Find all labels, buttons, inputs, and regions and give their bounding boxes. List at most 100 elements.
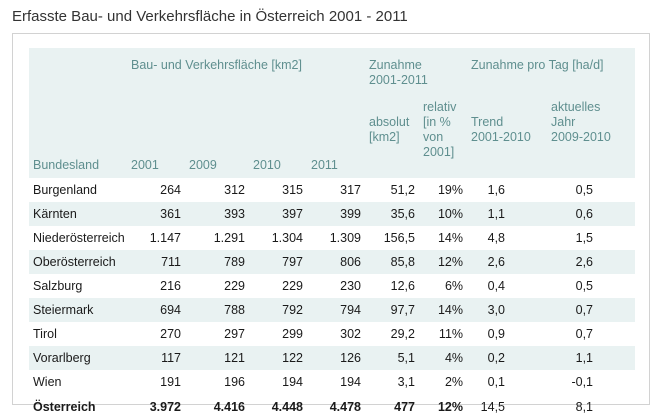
table-row: Niederösterreich 1.147 1.291 1.304 1.309…: [29, 226, 635, 250]
header-col-2009: 2009: [185, 96, 249, 178]
header-col-2011: 2011: [307, 96, 365, 178]
cell-trend: 0,9: [487, 327, 506, 341]
cell-absolute: 3,1: [397, 375, 415, 389]
cell-current: 8,1: [575, 400, 594, 414]
cell-current: -0,1: [571, 375, 594, 389]
cell-2001: 694: [127, 298, 185, 322]
cell-2011: 126: [307, 346, 365, 370]
cell-state: Niederösterreich: [33, 231, 125, 245]
header-state-spacer: [29, 48, 127, 96]
cell-absolute: 29,2: [390, 327, 415, 341]
header-col-absolute: absolut [km2]: [365, 96, 419, 178]
cell-2009: 121: [185, 346, 249, 370]
cell-2001: 191: [160, 375, 181, 389]
cell-2010: 194: [282, 375, 303, 389]
table-row-total: Österreich 3.972 4.416 4.448 4.478 477 1…: [29, 394, 635, 420]
cell-state: Wien: [33, 375, 62, 389]
cell-absolute: 85,8: [365, 250, 419, 274]
table-frame: Bau- und Verkehrsfläche [km2] Zunahme 20…: [12, 33, 650, 414]
table-row: Burgenland 264 312 315 317 51,2 19% 1,6 …: [29, 178, 635, 202]
cell-absolute: 35,6: [365, 202, 419, 226]
cell-2010: 397: [249, 202, 307, 226]
table-header: Bau- und Verkehrsfläche [km2] Zunahme 20…: [29, 48, 636, 178]
cell-2011: 794: [307, 298, 365, 322]
cell-absolute: 12,6: [390, 279, 415, 293]
header-group-increase: Zunahme 2001-2011: [365, 48, 468, 96]
cell-trend: 2,6: [467, 250, 548, 274]
cell-2009: 297: [224, 327, 245, 341]
cell-state: Österreich: [33, 400, 96, 414]
cell-current: 1,5: [575, 231, 594, 245]
cell-2001: 361: [127, 202, 185, 226]
cell-2011: 230: [340, 279, 361, 293]
cell-trend: 4,8: [487, 231, 506, 245]
cell-2011: 806: [307, 250, 365, 274]
cell-relative: 4%: [419, 346, 468, 370]
cell-trend: 1,6: [487, 183, 506, 197]
cell-trend: 0,2: [467, 346, 548, 370]
cell-2010: 792: [249, 298, 307, 322]
cell-2001: 711: [127, 250, 185, 274]
cell-2011: 194: [340, 375, 361, 389]
cell-state: Steiermark: [29, 298, 127, 322]
cell-2009: 4.416: [213, 400, 245, 414]
cell-trend: 1,1: [467, 202, 548, 226]
cell-state: Burgenland: [33, 183, 97, 197]
cell-2010: 315: [282, 183, 303, 197]
cell-absolute: 51,2: [390, 183, 415, 197]
cell-current: 0,6: [547, 202, 636, 226]
table-row: Tirol 270 297 299 302 29,2 11% 0,9 0,7: [29, 322, 635, 346]
cell-2011: 302: [340, 327, 361, 341]
table-row: Oberösterreich 711 789 797 806 85,8 12% …: [29, 250, 636, 274]
cell-relative: 10%: [419, 202, 468, 226]
cell-2009: 196: [224, 375, 245, 389]
header-col-trend: Trend 2001-2010: [467, 96, 548, 178]
cell-2001: 1.147: [149, 231, 181, 245]
header-col-relative: relativ [in % von 2001]: [419, 96, 468, 178]
cell-trend: 14,5: [480, 400, 506, 414]
cell-2011: 4.478: [329, 400, 361, 414]
cell-2001: 3.972: [149, 400, 181, 414]
cell-2001: 270: [160, 327, 181, 341]
cell-2010: 229: [282, 279, 303, 293]
cell-2009: 229: [224, 279, 245, 293]
cell-current: 1,1: [547, 346, 636, 370]
cell-current: 0,5: [575, 183, 594, 197]
cell-state: Oberösterreich: [29, 250, 127, 274]
page-title: Erfasste Bau- und Verkehrsfläche in Öste…: [12, 8, 408, 25]
cell-2009: 393: [185, 202, 249, 226]
table-row: Vorarlberg 117 121 122 126 5,1 4% 0,2 1,…: [29, 346, 636, 370]
cell-2010: 797: [249, 250, 307, 274]
table-row: Steiermark 694 788 792 794 97,7 14% 3,0 …: [29, 298, 636, 322]
cell-relative: 12%: [419, 250, 468, 274]
cell-absolute: 5,1: [365, 346, 419, 370]
table-row: Kärnten 361 393 397 399 35,6 10% 1,1 0,6: [29, 202, 636, 226]
cell-state: Vorarlberg: [29, 346, 127, 370]
cell-2010: 4.448: [271, 400, 303, 414]
cell-2001: 117: [127, 346, 185, 370]
header-col-2001: 2001: [127, 96, 185, 178]
cell-2009: 788: [185, 298, 249, 322]
table-body: Burgenland 264 312 315 317 51,2 19% 1,6 …: [29, 178, 636, 420]
header-col-2010: 2010: [249, 96, 307, 178]
header-group-per-day: Zunahme pro Tag [ha/d]: [467, 48, 636, 96]
cell-relative: 2%: [444, 375, 464, 389]
cell-relative: 11%: [438, 327, 464, 341]
cell-absolute: 156,5: [383, 231, 415, 245]
cell-trend: 3,0: [467, 298, 548, 322]
cell-2009: 789: [185, 250, 249, 274]
data-table: Bau- und Verkehrsfläche [km2] Zunahme 20…: [29, 48, 636, 420]
header-col-current: aktuelles Jahr 2009-2010: [547, 96, 636, 178]
cell-2001: 264: [160, 183, 181, 197]
cell-current: 0,5: [575, 279, 594, 293]
cell-relative: 19%: [437, 183, 464, 197]
cell-absolute: 477: [394, 400, 415, 414]
cell-relative: 12%: [437, 400, 464, 414]
table-row: Wien 191 196 194 194 3,1 2% 0,1 -0,1: [29, 370, 635, 394]
cell-2011: 317: [340, 183, 361, 197]
cell-2009: 1.291: [213, 231, 245, 245]
cell-absolute: 97,7: [365, 298, 419, 322]
cell-2009: 312: [224, 183, 245, 197]
cell-2001: 216: [160, 279, 181, 293]
cell-2010: 1.304: [271, 231, 303, 245]
